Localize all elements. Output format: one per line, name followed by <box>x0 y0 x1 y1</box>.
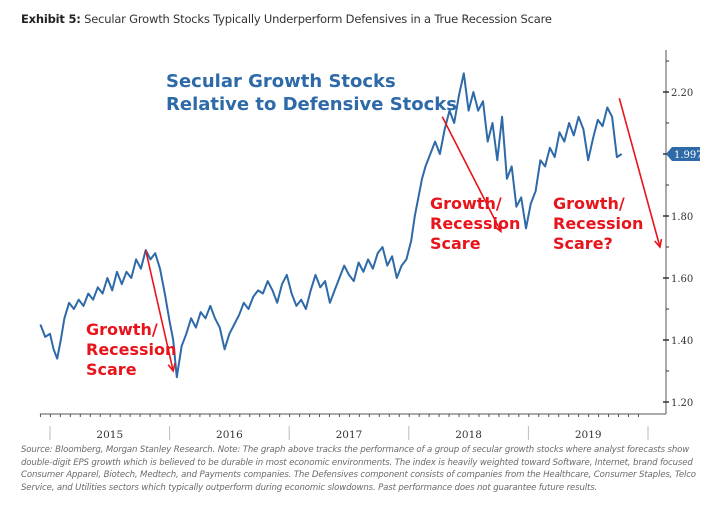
exhibit-label: Exhibit 5: <box>21 12 81 26</box>
series-line <box>39 72 623 379</box>
axes: 2.20 1.80 1.60 1.40 1.20 2015 2016 2017 2018 2019 <box>39 50 693 440</box>
last-value-badge <box>666 147 700 161</box>
line-chart: 2.20 1.80 1.60 1.40 1.20 2015 2016 2017 2018 2019… <box>39 50 709 440</box>
y-tick-label: 1.60 <box>671 274 693 285</box>
arrow-head <box>167 363 176 373</box>
arrow-line <box>618 97 661 248</box>
annotation-text: Recession <box>86 340 176 359</box>
last-value-marker: 1.9974 <box>666 147 709 161</box>
annotation-layer: Growth/RecessionScareGrowth/RecessionSca… <box>86 97 663 379</box>
exhibit-title-text: Secular Growth Stocks Typically Underper… <box>84 12 552 26</box>
x-tick-label: 2015 <box>96 429 123 440</box>
annotation-text: Growth/ <box>86 320 158 339</box>
series-layer: 1.9974 <box>39 72 709 379</box>
y-tick-label: 1.20 <box>671 398 693 409</box>
x-tick-label: 2016 <box>216 429 243 440</box>
annotation-text: Scare <box>86 360 137 379</box>
annotation-text: Growth/ <box>430 194 502 213</box>
annotation-text: Scare? <box>553 234 613 253</box>
footnote: Source: Bloomberg, Morgan Stanley Resear… <box>21 445 696 493</box>
exhibit-title: Exhibit 5: Secular Growth Stocks Typical… <box>21 12 552 26</box>
chart-title-line-1: Secular Growth Stocks <box>166 71 396 92</box>
arrow-line <box>144 249 174 372</box>
annotation-text: Scare <box>430 234 481 253</box>
arrow-head <box>654 238 663 249</box>
arrow-line <box>441 116 502 232</box>
x-tick-label: 2018 <box>455 429 482 440</box>
x-tick-label: 2019 <box>575 429 602 440</box>
y-tick-label: 2.20 <box>671 88 693 99</box>
annotation-text: Growth/ <box>553 194 625 213</box>
y-tick-label: 1.80 <box>671 212 693 223</box>
annotation-text: Recession <box>553 214 643 233</box>
chart-title-line-2: Relative to Defensive Stocks <box>166 94 457 115</box>
y-tick-label: 1.40 <box>671 336 693 347</box>
annotation-text: Recession <box>430 214 520 233</box>
last-value-label: 1.9974 <box>674 150 709 161</box>
x-tick-label: 2017 <box>336 429 363 440</box>
arrow-head <box>494 223 502 234</box>
